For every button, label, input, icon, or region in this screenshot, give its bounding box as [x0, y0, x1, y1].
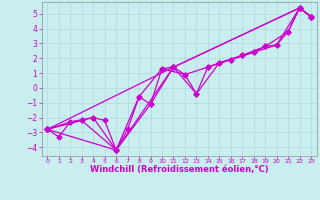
- X-axis label: Windchill (Refroidissement éolien,°C): Windchill (Refroidissement éolien,°C): [90, 165, 268, 174]
